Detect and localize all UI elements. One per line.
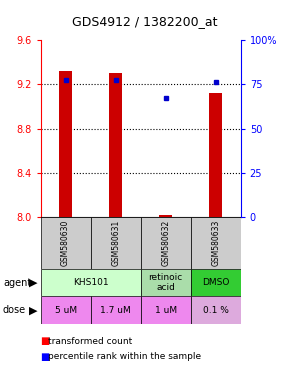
Text: GDS4912 / 1382200_at: GDS4912 / 1382200_at bbox=[72, 15, 218, 28]
Text: percentile rank within the sample: percentile rank within the sample bbox=[48, 352, 201, 361]
Bar bbox=[191, 217, 241, 269]
Text: 5 uM: 5 uM bbox=[55, 306, 77, 315]
Bar bbox=[141, 217, 191, 269]
Bar bbox=[191, 296, 241, 324]
Bar bbox=[160, 215, 172, 217]
Bar bbox=[90, 217, 141, 269]
Bar bbox=[141, 296, 191, 324]
Text: DMSO: DMSO bbox=[202, 278, 229, 287]
Text: 0.1 %: 0.1 % bbox=[203, 306, 229, 315]
Bar bbox=[41, 296, 90, 324]
Bar bbox=[191, 269, 241, 296]
Text: 1 uM: 1 uM bbox=[155, 306, 177, 315]
Bar bbox=[59, 71, 72, 217]
Text: ▶: ▶ bbox=[29, 305, 38, 315]
Bar bbox=[141, 269, 191, 296]
Text: ▶: ▶ bbox=[29, 278, 38, 288]
Text: ■: ■ bbox=[41, 336, 50, 346]
Bar bbox=[41, 269, 141, 296]
Bar bbox=[109, 73, 122, 217]
Text: GSM580632: GSM580632 bbox=[161, 220, 170, 266]
Text: GSM580633: GSM580633 bbox=[211, 220, 220, 266]
Text: GSM580631: GSM580631 bbox=[111, 220, 120, 266]
Text: dose: dose bbox=[3, 305, 26, 315]
Text: agent: agent bbox=[3, 278, 31, 288]
Text: GSM580630: GSM580630 bbox=[61, 220, 70, 266]
Text: 1.7 uM: 1.7 uM bbox=[100, 306, 131, 315]
Bar bbox=[209, 93, 222, 217]
Bar bbox=[41, 217, 90, 269]
Text: KHS101: KHS101 bbox=[73, 278, 108, 287]
Text: retinoic
acid: retinoic acid bbox=[148, 273, 183, 292]
Text: ■: ■ bbox=[41, 352, 50, 362]
Bar bbox=[90, 296, 141, 324]
Text: transformed count: transformed count bbox=[48, 337, 132, 346]
